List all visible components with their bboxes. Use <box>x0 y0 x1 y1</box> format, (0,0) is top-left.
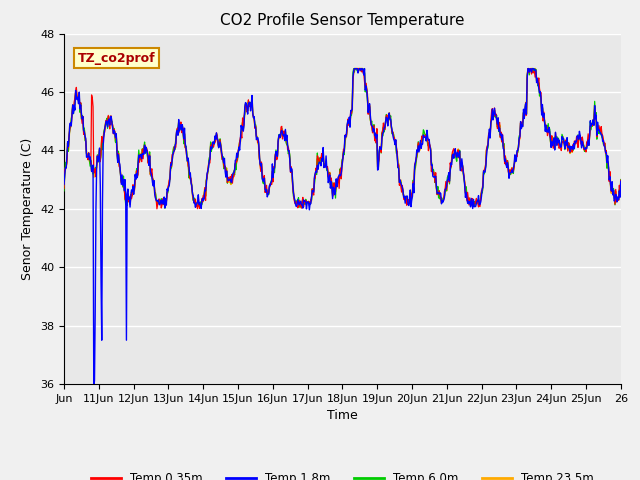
Temp 23.5m <box>228 175 236 181</box>
Temp 0.35m <box>228 180 236 186</box>
Temp 0.35m <box>617 177 625 183</box>
Temp 6.0m <box>256 159 264 165</box>
Temp 23.5m <box>124 200 131 206</box>
Temp 6.0m <box>401 196 409 202</box>
Temp 23.5m <box>351 66 358 72</box>
Line: Temp 0.35m: Temp 0.35m <box>64 69 621 209</box>
Text: TZ_co2prof: TZ_co2prof <box>78 52 156 65</box>
Line: Temp 23.5m: Temp 23.5m <box>64 69 621 203</box>
Temp 0.35m <box>153 206 161 212</box>
Y-axis label: Senor Temperature (C): Senor Temperature (C) <box>22 138 35 280</box>
Temp 1.8m <box>277 129 285 135</box>
Temp 6.0m <box>433 186 440 192</box>
Temp 23.5m <box>277 130 285 135</box>
Temp 6.0m <box>277 129 285 134</box>
Temp 1.8m <box>90 381 98 387</box>
Temp 6.0m <box>617 177 625 182</box>
Temp 6.0m <box>161 205 169 211</box>
Temp 0.35m <box>256 159 264 165</box>
Line: Temp 6.0m: Temp 6.0m <box>64 69 621 208</box>
Temp 0.35m <box>433 184 440 190</box>
Temp 6.0m <box>125 198 133 204</box>
Temp 0.35m <box>277 124 285 130</box>
Legend: Temp 0.35m, Temp 1.8m, Temp 6.0m, Temp 23.5m: Temp 0.35m, Temp 1.8m, Temp 6.0m, Temp 2… <box>86 467 598 480</box>
Temp 0.35m <box>351 66 358 72</box>
Temp 6.0m <box>60 188 68 194</box>
Temp 1.8m <box>351 66 358 72</box>
Temp 23.5m <box>401 197 409 203</box>
Temp 0.35m <box>125 195 133 201</box>
Temp 0.35m <box>60 185 68 191</box>
X-axis label: Time: Time <box>327 409 358 422</box>
Temp 1.8m <box>256 161 264 167</box>
Temp 23.5m <box>256 161 264 167</box>
Temp 6.0m <box>350 66 358 72</box>
Temp 23.5m <box>60 183 68 189</box>
Line: Temp 1.8m: Temp 1.8m <box>64 69 621 384</box>
Temp 23.5m <box>126 200 134 206</box>
Temp 23.5m <box>433 185 440 191</box>
Temp 1.8m <box>126 204 134 210</box>
Temp 0.35m <box>401 196 409 202</box>
Title: CO2 Profile Sensor Temperature: CO2 Profile Sensor Temperature <box>220 13 465 28</box>
Temp 1.8m <box>228 173 236 179</box>
Temp 23.5m <box>617 178 625 184</box>
Temp 1.8m <box>617 178 625 184</box>
Temp 1.8m <box>433 183 440 189</box>
Temp 6.0m <box>228 177 236 183</box>
Temp 1.8m <box>401 200 409 206</box>
Temp 1.8m <box>60 181 68 187</box>
